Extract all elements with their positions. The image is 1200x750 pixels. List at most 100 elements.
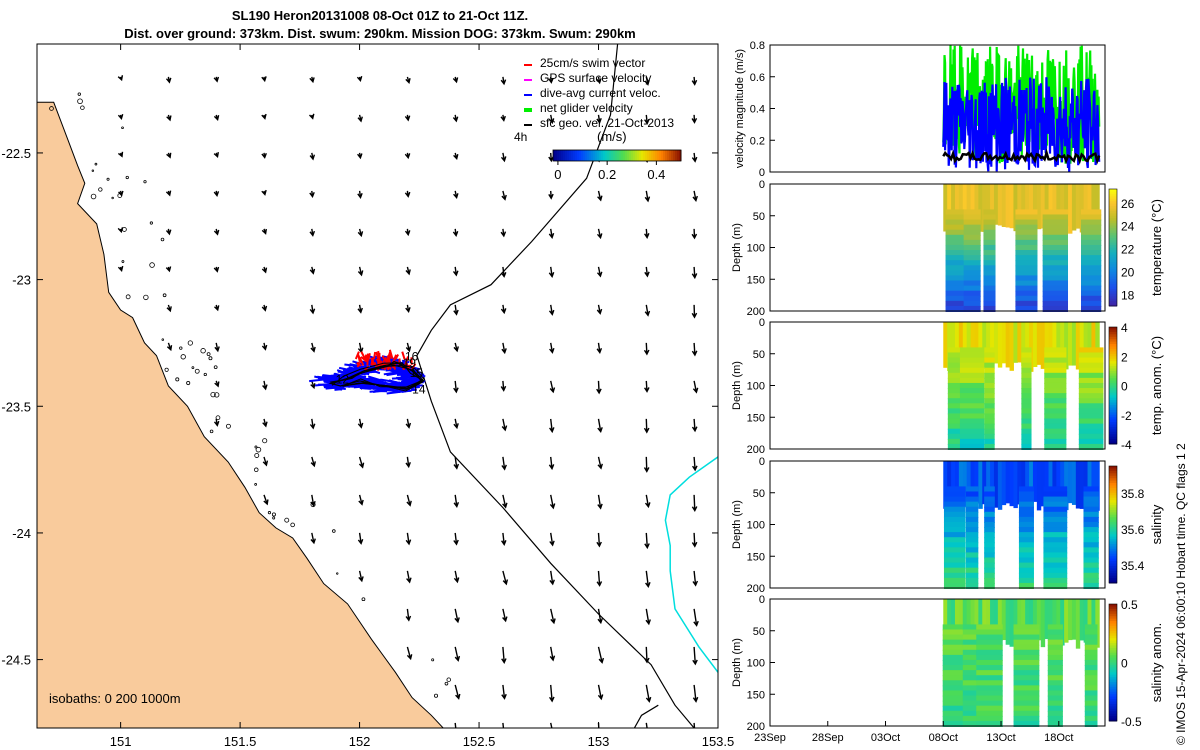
profile-cell: [959, 352, 985, 359]
surface-cell: [1048, 461, 1053, 507]
profile-cell: [963, 244, 981, 252]
profile-cell: [1018, 562, 1034, 569]
dive-avg-vector: [400, 378, 418, 383]
profile-cell: [943, 486, 966, 493]
colorbar-cell: [1109, 262, 1117, 266]
profile-cell: [947, 362, 962, 369]
profile-cell: [963, 224, 981, 231]
surface-cell: [1025, 322, 1030, 363]
swim-vector: [375, 351, 380, 361]
geo-velocity-arrow: [550, 722, 553, 728]
profile-cell: [1021, 367, 1032, 374]
island: [80, 105, 85, 110]
geo-velocity-arrow: [310, 342, 316, 353]
profile-cell: [1013, 700, 1040, 707]
profile-cell: [943, 567, 966, 574]
geo-velocity-arrow: [692, 646, 698, 666]
colorbar-cell: [1109, 686, 1117, 690]
colorbar-cell: [555, 150, 558, 161]
glider-day-label: 16: [405, 350, 419, 364]
colorbar-cell: [1109, 346, 1117, 350]
profile-cell: [942, 680, 967, 687]
profile-cell: [1042, 229, 1069, 236]
surface-cell: [974, 599, 979, 644]
profile-cell: [1021, 398, 1032, 405]
profile-cell: [983, 234, 996, 241]
profile-cell: [1044, 367, 1067, 374]
geo-velocity-arrow: [691, 304, 698, 319]
colorbar-cell: [1109, 466, 1117, 469]
geo-velocity-arrow: [213, 418, 220, 427]
profile-cell: [963, 255, 981, 262]
profile-cell: [1083, 552, 1099, 559]
swim-vector: [364, 355, 370, 363]
profile-cell: [984, 516, 995, 523]
legend-entry: 25cm/s swim vector: [540, 56, 645, 70]
profile-ylabel: Depth (m): [731, 500, 743, 549]
colorbar-cell: [1109, 242, 1117, 246]
colorbar-cell: [561, 150, 564, 161]
colorbar-cell: [601, 150, 604, 161]
geo-velocity-arrow: [453, 494, 460, 508]
profile-cell: [1013, 654, 1040, 661]
geo-velocity-arrow: [358, 456, 365, 469]
profile-cell: [984, 388, 995, 395]
profile-cell: [1084, 634, 1098, 641]
profile-cell: [1081, 265, 1102, 272]
profile-cell: [963, 219, 981, 226]
profile-cell: [1013, 710, 1040, 717]
profile-cell: [942, 649, 967, 656]
profile-cell: [947, 377, 962, 384]
colorbar-tick-label: 20: [1121, 266, 1135, 280]
profile-cell: [1021, 413, 1032, 420]
profile-cell: [1084, 670, 1098, 677]
surface-cell: [1029, 184, 1034, 227]
profile-cell: [1084, 659, 1098, 667]
colorbar-cell: [1109, 716, 1117, 720]
geo-velocity-arrow: [261, 342, 268, 351]
profile-cell: [1042, 255, 1069, 262]
profile-panel: 0 50 100 150 200 Depth (m) 18 20 22 24 26 temperatu…: [731, 179, 1164, 318]
profile-cell: [1015, 290, 1038, 297]
geo-velocity-arrow: [405, 456, 411, 469]
geo-velocity-arrow: [117, 75, 124, 82]
profile-cell: [1013, 675, 1040, 682]
geo-velocity-arrow: [501, 190, 507, 201]
profile-cell: [1015, 295, 1038, 302]
colorbar-cell: [665, 150, 668, 161]
profile-cell: [1078, 433, 1104, 440]
geo-velocity-arrow: [548, 152, 554, 163]
profile-cell: [1083, 572, 1099, 579]
island: [161, 338, 165, 341]
profile-cell: [1081, 219, 1102, 226]
profile-cell: [1018, 491, 1034, 498]
surface-cell: [1021, 599, 1026, 643]
colorbar-cell: [643, 150, 646, 161]
island: [164, 367, 169, 372]
colorbar-cell: [1109, 331, 1117, 335]
profile-cell: [1015, 285, 1038, 292]
surface-cell: [1036, 322, 1042, 365]
island: [143, 294, 149, 301]
surface-cell: [1060, 322, 1065, 364]
surface-cell: [1001, 461, 1007, 506]
colorbar-cell: [1109, 334, 1117, 338]
surface-cell: [951, 461, 956, 511]
surface-cell: [1091, 322, 1096, 370]
profile-cell: [1013, 644, 1040, 651]
surface-cell: [1013, 599, 1018, 641]
surface-cell: [1056, 184, 1061, 230]
surface-cell: [966, 184, 972, 234]
profile-cell: [1081, 255, 1102, 262]
colorbar-cell: [1109, 505, 1117, 508]
profile-cell: [984, 557, 995, 564]
y-tick-label: -23.5: [1, 399, 31, 414]
colorbar-cell: [1109, 708, 1117, 712]
surface-cell: [1091, 599, 1096, 642]
profile-cell: [983, 295, 996, 302]
colorbar-cell: [679, 150, 682, 161]
colorbar-cell: [1109, 240, 1117, 244]
colorbar-cell: [669, 150, 672, 161]
profile-cell: [1021, 377, 1032, 384]
